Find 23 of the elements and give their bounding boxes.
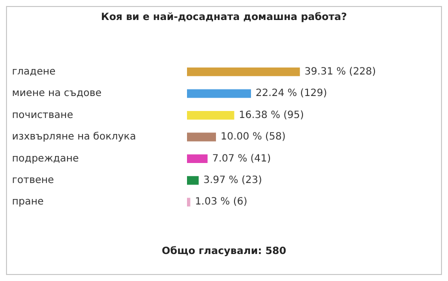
y-tick-label: пране <box>12 196 44 208</box>
bar <box>187 89 252 98</box>
data-label: 7.07 % (41) <box>212 153 271 164</box>
bar <box>187 176 199 185</box>
text: Общо гласували: 580 <box>160 246 288 257</box>
data-label: 39.31 % (228) <box>304 66 376 78</box>
bar <box>187 132 216 142</box>
data-label: 16.38 % (95) <box>238 110 304 121</box>
y-tick-label: подреждане <box>12 153 79 164</box>
y-tick-label: гладене <box>12 66 56 78</box>
data-label: 1.03 % (6) <box>194 196 248 208</box>
bar <box>187 198 190 206</box>
bar <box>187 68 300 76</box>
data-label: 3.97 % (23) <box>203 175 262 186</box>
y-tick-label: почистване <box>12 110 74 121</box>
data-label: 10.00 % (58) <box>220 132 286 143</box>
bar <box>187 110 234 120</box>
y-tick-label: изхвърляне на боклука <box>12 132 136 143</box>
bar <box>187 154 208 164</box>
data-label: 22.24 % (129) <box>256 88 328 100</box>
chart-title: Коя ви е най-досадната домашна работа? <box>100 12 348 23</box>
y-tick-label: миене на съдове <box>12 88 102 100</box>
y-tick-label: готвене <box>12 175 54 186</box>
